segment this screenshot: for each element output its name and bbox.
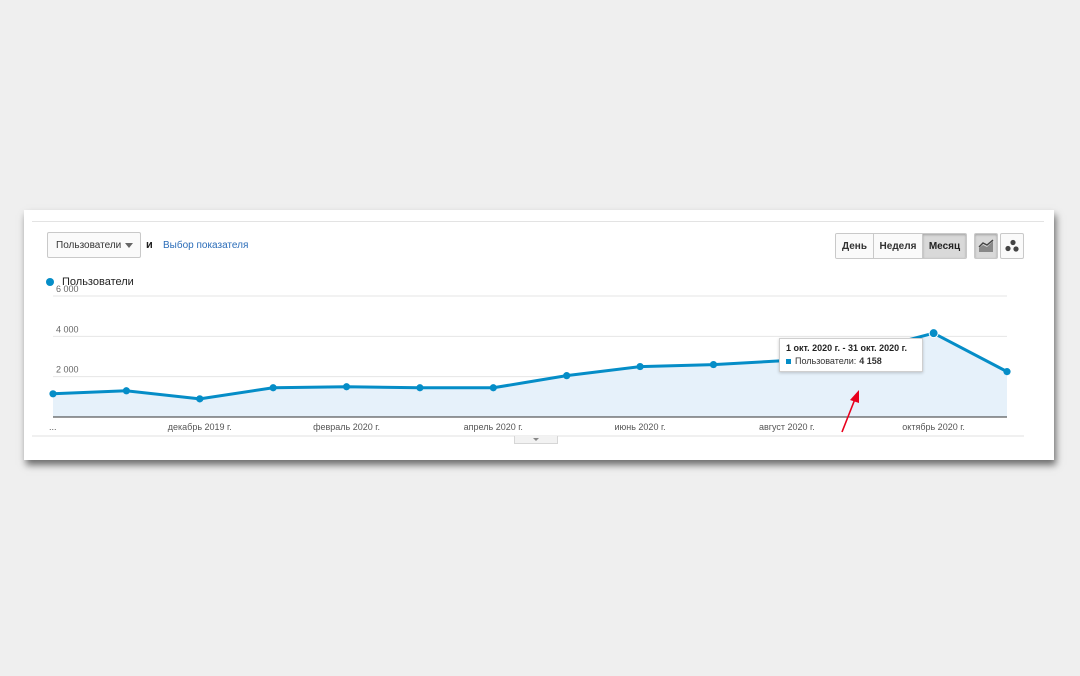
legend-series-label: Пользователи: [62, 276, 134, 288]
y-tick-label: 4 000: [56, 324, 79, 334]
and-label: и: [146, 239, 153, 251]
data-point: [709, 360, 718, 369]
period-toggle: День Неделя Месяц: [835, 233, 967, 259]
data-point: [636, 362, 644, 371]
card-top-divider: [32, 221, 1044, 222]
chart-collapse-handle[interactable]: [514, 436, 558, 444]
data-point: [49, 390, 57, 398]
x-tick-label: апрель 2020 г.: [464, 422, 523, 432]
annotation-arrow-shaft: [841, 398, 856, 433]
tooltip-metric-row: Пользователи: 4 158: [786, 356, 916, 366]
x-tick-label: февраль 2020 г.: [313, 422, 380, 432]
chart-legend: Пользователи: [46, 276, 134, 288]
tooltip-date-range: 1 окт. 2020 г. - 31 окт. 2020 г.: [786, 343, 907, 353]
x-tick-label: июнь 2020 г.: [614, 422, 665, 432]
x-tick-label: август 2020 г.: [759, 422, 815, 432]
chevron-down-icon: [125, 243, 133, 248]
x-tick-label: ...: [49, 422, 57, 432]
tooltip-metric-label: Пользователи:: [795, 356, 857, 366]
data-point: [342, 383, 351, 391]
data-point: [489, 384, 497, 392]
chart-tooltip: 1 окт. 2020 г. - 31 окт. 2020 г. Пользов…: [779, 338, 923, 372]
area-fill: [53, 333, 1007, 417]
x-tick-label: декабрь 2019 г.: [168, 422, 232, 432]
y-tick-label: 2 000: [56, 365, 79, 375]
period-day-button[interactable]: День: [836, 234, 874, 258]
line-chart-icon: [978, 239, 994, 252]
data-point: [563, 372, 571, 380]
line-chart-view-button[interactable]: [974, 233, 998, 259]
data-point: [269, 384, 277, 392]
choose-metric-link[interactable]: Выбор показателя: [163, 240, 249, 251]
highlighted-data-point: [928, 328, 939, 339]
annotation-arrow-head: [850, 390, 859, 403]
data-point: [196, 395, 204, 403]
data-point: [416, 384, 424, 392]
tooltip-swatch-icon: [786, 358, 791, 364]
metric-select-value: Пользователи: [56, 239, 122, 251]
legend-dot-icon: [46, 278, 54, 286]
period-week-button[interactable]: Неделя: [874, 234, 923, 258]
motion-chart-icon: [1005, 239, 1019, 252]
y-tick-label: 6 000: [56, 284, 79, 294]
analytics-card: Пользователи и Выбор показателя День Нед…: [24, 210, 1054, 460]
period-month-button[interactable]: Месяц: [923, 234, 966, 258]
data-point: [122, 387, 130, 395]
collapse-triangle-icon: [533, 438, 539, 441]
users-area-chart[interactable]: 2 000 4 000 6 000... декабрь 2019 г. февраль…: [24, 210, 1054, 460]
metric-select[interactable]: Пользователи: [47, 232, 141, 258]
x-tick-label: октябрь 2020 г.: [902, 422, 965, 432]
tooltip-metric-value: 4 158: [859, 356, 882, 366]
data-point: [1003, 368, 1011, 376]
motion-chart-view-button[interactable]: [1000, 233, 1024, 259]
